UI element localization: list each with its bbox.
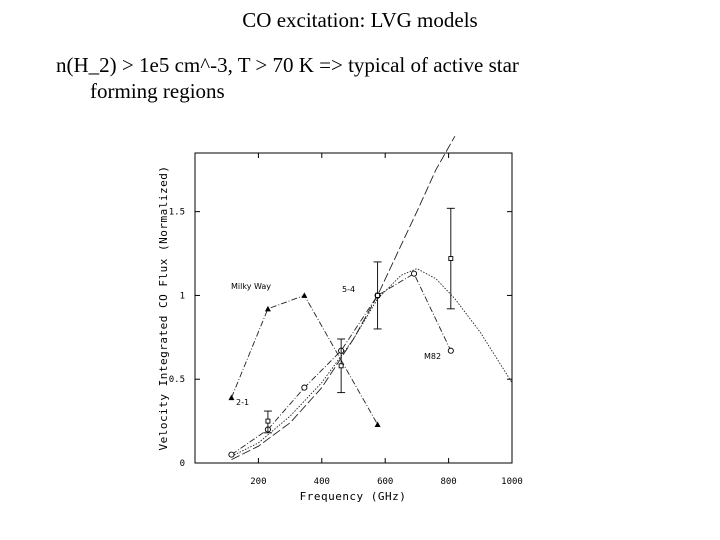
point-data: [375, 292, 381, 298]
x-tick-label: 1000: [501, 477, 523, 487]
x-tick-label: 400: [314, 477, 330, 487]
annotation-m82: M82: [424, 352, 441, 361]
x-tick-label: 800: [440, 477, 456, 487]
x-tick-label: 200: [250, 477, 266, 487]
series-line-model-turnover: [231, 268, 513, 457]
point-data: [338, 363, 344, 369]
point-m82: [301, 384, 308, 391]
y-tick-label: 1.5: [169, 208, 185, 218]
plot-frame: [194, 152, 513, 464]
slide-title: CO excitation: LVG models: [242, 8, 478, 32]
point-milky-way: [301, 292, 308, 298]
annotation-5-4: 5-4: [342, 285, 355, 294]
point-milky-way: [374, 421, 381, 427]
point-milky-way: [228, 394, 235, 401]
point-m82: [410, 270, 418, 277]
series-line-milky-way: [231, 294, 378, 425]
y-axis-label: Velocity Integrated CO Flux (Normalized): [157, 166, 170, 451]
y-tick-label: 0: [180, 459, 185, 469]
point-milky-way: [264, 305, 271, 312]
point-data: [265, 418, 271, 424]
y-tick-label: 1: [180, 291, 185, 301]
point-data: [448, 256, 454, 262]
annotation-milky-way: Milky Way: [231, 282, 271, 291]
bullet-line-2: forming regions: [90, 79, 225, 103]
series-line-model-steep: [231, 135, 456, 461]
x-tick-label: 600: [377, 477, 393, 487]
point-m82: [228, 451, 235, 458]
bullet-text: n(H_2) > 1e5 cm^-3, T > 70 K => typical …: [56, 52, 656, 104]
bullet-line-1: n(H_2) > 1e5 cm^-3, T > 70 K => typical …: [56, 53, 519, 77]
x-axis-label: Frequency (GHz): [300, 490, 407, 503]
point-m82: [447, 347, 454, 354]
y-tick-label: 0.5: [169, 375, 185, 385]
annotation-2-1: 2-1: [236, 398, 249, 407]
